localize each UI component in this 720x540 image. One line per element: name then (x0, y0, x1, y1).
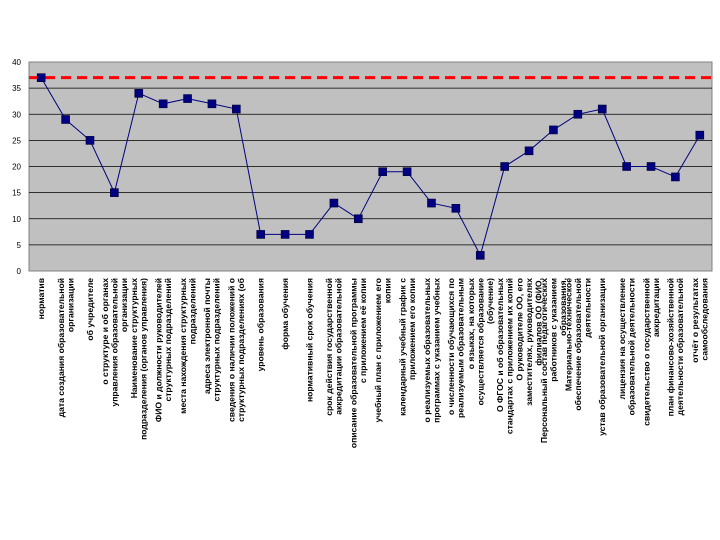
x-tick-label: календарный учебный график сприложением … (397, 278, 417, 416)
data-point (671, 172, 680, 182)
x-tick-label: норматив (36, 278, 46, 319)
data-point (183, 94, 192, 103)
x-tick-label: адреса электронной почтыструктурных подр… (202, 278, 222, 402)
x-tick-label: описание образовательной программыс прил… (349, 278, 369, 448)
x-tick-label: план финансово-хозяйственнойдеятельности… (666, 278, 686, 416)
x-tick-label: о структуре и об органахуправления образ… (100, 278, 129, 407)
y-tick-label: 35 (12, 84, 21, 93)
x-tick-label: свидетельство о государственнойаккредита… (641, 278, 661, 426)
x-tick-label: о реализуемых образовательныхпрограммах … (422, 278, 442, 423)
y-tick-label: 10 (12, 215, 21, 224)
y-tick-label: 25 (12, 136, 21, 145)
x-tick-label: места нахождения структурныхподразделени… (178, 278, 198, 414)
data-point (61, 115, 70, 124)
data-point (305, 230, 314, 239)
y-axis-ticks: 0 5 10 15 20 25 30 35 40 (12, 58, 21, 276)
data-point (329, 198, 339, 208)
y-tick-label: 5 (17, 241, 22, 250)
data-point (402, 167, 412, 177)
x-tick-label: уровень образования (256, 278, 266, 371)
x-tick-label: срок действия государственнойаккредитаци… (324, 278, 344, 416)
data-point (110, 188, 119, 197)
gridlines (29, 87, 712, 246)
data-point (85, 136, 95, 145)
x-tick-label: дата создания образовательнойорганизации (56, 278, 76, 417)
x-tick-label: сведения о наличии положений оструктурны… (227, 278, 247, 422)
x-tick-label: Материально-техническоеобеспечение образ… (563, 278, 592, 411)
data-point (427, 198, 436, 208)
x-tick-label: форма обучения (280, 278, 290, 350)
data-point (549, 125, 558, 135)
y-tick-label: 0 (17, 267, 22, 276)
x-tick-label: учебный план с приложением егокопии (373, 278, 393, 422)
x-tick-label: устав образовательной организации (597, 278, 607, 436)
x-tick-label: отчёт о результатахсамообследования (690, 278, 710, 363)
data-point (232, 104, 241, 114)
x-axis-labels: норматив дата создания образовательнойорг… (36, 278, 709, 448)
x-tick-label: Персональный состав педагогическихработн… (539, 278, 568, 443)
x-tick-label: О руководителе ОО, егозаместителях, руко… (515, 278, 544, 406)
series-markers (36, 73, 705, 260)
x-tick-label: нормативный срок обучения (305, 278, 315, 402)
y-tick-label: 20 (12, 163, 21, 172)
data-point (36, 73, 46, 82)
data-series (40, 77, 701, 257)
series-line (40, 77, 701, 257)
x-tick-label: лицензия на осуществлениеобразовательной… (617, 278, 637, 416)
data-point (500, 162, 509, 171)
data-point (207, 99, 217, 109)
data-point (256, 230, 266, 239)
data-point (695, 130, 705, 140)
data-point (646, 162, 656, 171)
y-tick-label: 40 (12, 58, 21, 67)
x-tick-label: ФИО и должности руководителейструктурных… (153, 278, 173, 422)
data-point (573, 109, 583, 119)
data-point (622, 162, 631, 171)
x-tick-label: о численности обучающихся пореализуемым … (446, 278, 466, 418)
x-tick-label: об учредителе (85, 278, 95, 341)
data-point (158, 99, 168, 109)
data-point (134, 89, 144, 98)
y-tick-label: 30 (12, 110, 21, 119)
data-point (280, 230, 290, 239)
x-tick-label: О ФГОС и об образовательныхстандартах с … (495, 278, 515, 434)
data-point (451, 204, 461, 213)
x-tick-label: Наименование структурныхподразделения (о… (129, 278, 149, 440)
y-tick-label: 15 (12, 189, 21, 198)
data-point (475, 251, 485, 260)
x-tick-label: о языках, на которыхосуществляется образ… (466, 278, 495, 406)
data-point (524, 146, 534, 156)
data-point (378, 167, 387, 177)
data-point (597, 104, 607, 114)
data-point (354, 214, 363, 224)
